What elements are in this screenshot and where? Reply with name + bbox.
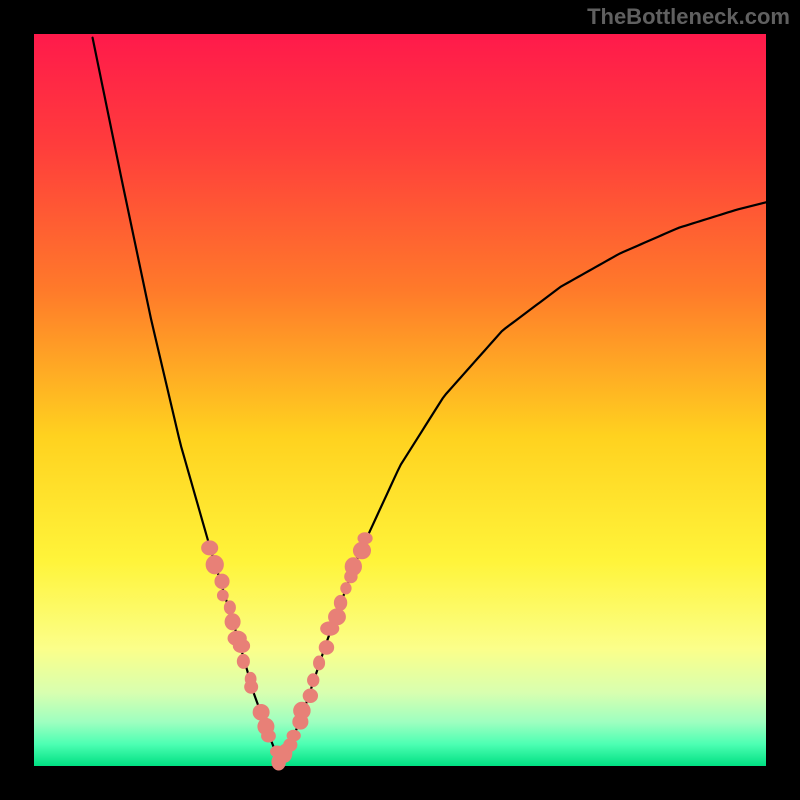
curve-marker	[358, 533, 372, 544]
curve-marker	[206, 556, 223, 574]
curve-marker	[245, 681, 258, 694]
curve-marker	[341, 583, 351, 594]
curve-marker	[224, 601, 235, 614]
curve-marker	[202, 541, 218, 555]
curve-marker	[303, 689, 317, 703]
curve-marker	[294, 702, 310, 719]
plot-gradient-background	[34, 34, 766, 766]
curve-marker	[215, 574, 229, 588]
curve-marker	[233, 639, 249, 652]
figure-container: TheBottleneck.com	[0, 0, 800, 800]
curve-marker	[217, 590, 228, 601]
curve-marker	[225, 614, 240, 630]
curve-marker	[329, 609, 346, 625]
curve-marker	[334, 595, 346, 610]
curve-marker	[308, 674, 319, 687]
curve-marker	[314, 656, 325, 670]
curve-marker	[345, 558, 361, 576]
curve-marker	[262, 730, 276, 742]
bottleneck-curve-chart	[0, 0, 800, 800]
curve-marker	[319, 641, 333, 655]
curve-marker	[253, 704, 269, 720]
curve-marker	[237, 654, 249, 668]
watermark-text: TheBottleneck.com	[587, 4, 790, 30]
curve-marker	[287, 730, 300, 741]
curve-marker	[353, 542, 370, 559]
